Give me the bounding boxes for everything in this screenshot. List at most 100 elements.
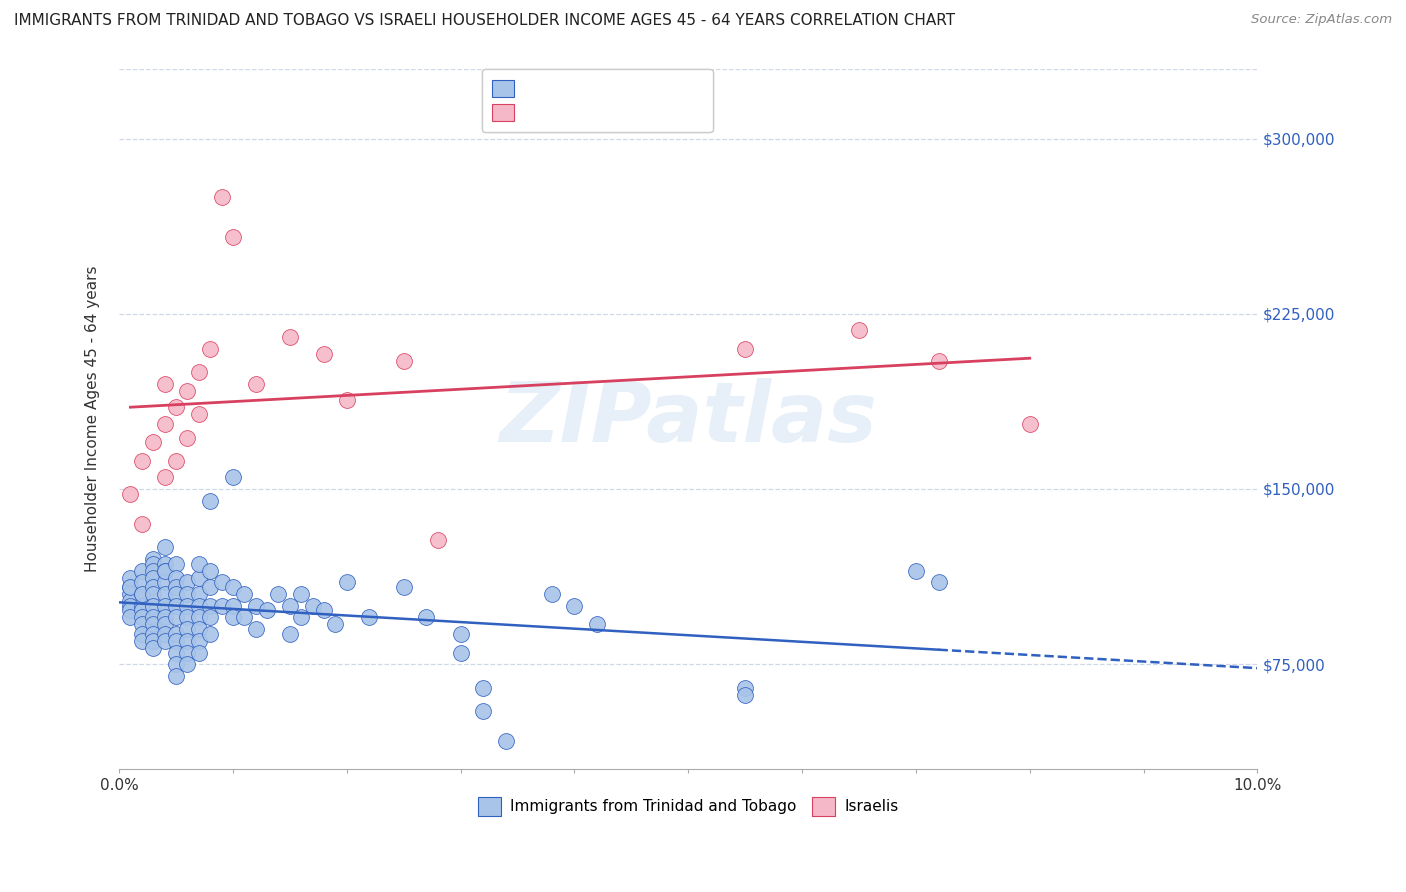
Point — [131, 633, 153, 648]
Point — [165, 633, 187, 648]
Point — [278, 627, 301, 641]
Point — [245, 622, 267, 636]
Point — [120, 486, 142, 500]
Point — [187, 633, 209, 648]
Point — [165, 454, 187, 468]
Point — [187, 587, 209, 601]
Point — [153, 617, 176, 632]
Point — [165, 401, 187, 415]
Point — [928, 575, 950, 590]
Point — [222, 470, 245, 484]
Point — [153, 633, 176, 648]
Point — [131, 564, 153, 578]
Point — [187, 407, 209, 421]
Point — [187, 646, 209, 660]
Point — [540, 587, 562, 601]
Point — [198, 342, 221, 356]
Point — [734, 342, 756, 356]
Point — [120, 580, 142, 594]
Point — [165, 646, 187, 660]
Point — [153, 575, 176, 590]
Text: R =: R = — [484, 111, 522, 126]
Point — [222, 580, 245, 594]
Point — [153, 541, 176, 555]
Point — [198, 580, 221, 594]
Point — [325, 617, 347, 632]
Point — [176, 431, 198, 445]
Point — [131, 599, 153, 613]
Point — [586, 617, 609, 632]
Text: N =: N = — [576, 111, 620, 126]
Text: R =: R = — [484, 86, 516, 101]
Text: IMMIGRANTS FROM TRINIDAD AND TOBAGO VS ISRAELI HOUSEHOLDER INCOME AGES 45 - 64 Y: IMMIGRANTS FROM TRINIDAD AND TOBAGO VS I… — [14, 13, 955, 29]
Point — [142, 571, 165, 585]
Point — [165, 587, 187, 601]
Point — [450, 646, 472, 660]
Point — [450, 627, 472, 641]
Point — [153, 564, 176, 578]
Point — [131, 610, 153, 624]
Point — [198, 627, 221, 641]
Point — [142, 564, 165, 578]
Y-axis label: Householder Income Ages 45 - 64 years: Householder Income Ages 45 - 64 years — [86, 266, 100, 572]
Point — [165, 669, 187, 683]
Point — [198, 564, 221, 578]
Point — [131, 587, 153, 601]
Text: 0.472: 0.472 — [527, 111, 575, 126]
Text: N =: N = — [576, 86, 620, 101]
Point — [301, 599, 323, 613]
Text: 108: 108 — [610, 86, 643, 101]
Point — [426, 533, 449, 548]
Point — [131, 454, 153, 468]
Point — [165, 599, 187, 613]
Point — [198, 599, 221, 613]
Point — [142, 580, 165, 594]
Point — [187, 365, 209, 379]
Point — [120, 603, 142, 617]
Point — [142, 627, 165, 641]
Point — [153, 587, 176, 601]
Point — [278, 330, 301, 344]
Point — [142, 610, 165, 624]
Point — [278, 599, 301, 613]
Point — [165, 571, 187, 585]
Point — [176, 599, 198, 613]
Point — [222, 610, 245, 624]
Point — [176, 384, 198, 398]
Point — [120, 594, 142, 608]
Point — [120, 599, 142, 613]
Point — [131, 627, 153, 641]
Point — [211, 190, 233, 204]
Point — [142, 640, 165, 655]
Point — [153, 417, 176, 431]
Point — [165, 627, 187, 641]
Point — [312, 603, 335, 617]
Point — [359, 610, 381, 624]
Point — [165, 557, 187, 571]
Text: Source: ZipAtlas.com: Source: ZipAtlas.com — [1251, 13, 1392, 27]
Point — [187, 610, 209, 624]
Point — [142, 587, 165, 601]
Point — [120, 610, 142, 624]
Point — [131, 516, 153, 531]
Point — [142, 552, 165, 566]
Point — [165, 580, 187, 594]
Point — [1018, 417, 1040, 431]
Point — [472, 704, 495, 718]
Point — [198, 610, 221, 624]
Point — [142, 617, 165, 632]
Point — [734, 681, 756, 695]
Point — [165, 610, 187, 624]
Point — [245, 599, 267, 613]
Point — [176, 587, 198, 601]
Point — [153, 599, 176, 613]
Point — [233, 587, 256, 601]
Point — [848, 323, 870, 337]
Legend: Immigrants from Trinidad and Tobago, Israelis: Immigrants from Trinidad and Tobago, Isr… — [470, 788, 907, 825]
Point — [495, 734, 517, 748]
Point — [142, 633, 165, 648]
Point — [415, 610, 437, 624]
Point — [734, 688, 756, 702]
Point — [233, 610, 256, 624]
Point — [153, 557, 176, 571]
